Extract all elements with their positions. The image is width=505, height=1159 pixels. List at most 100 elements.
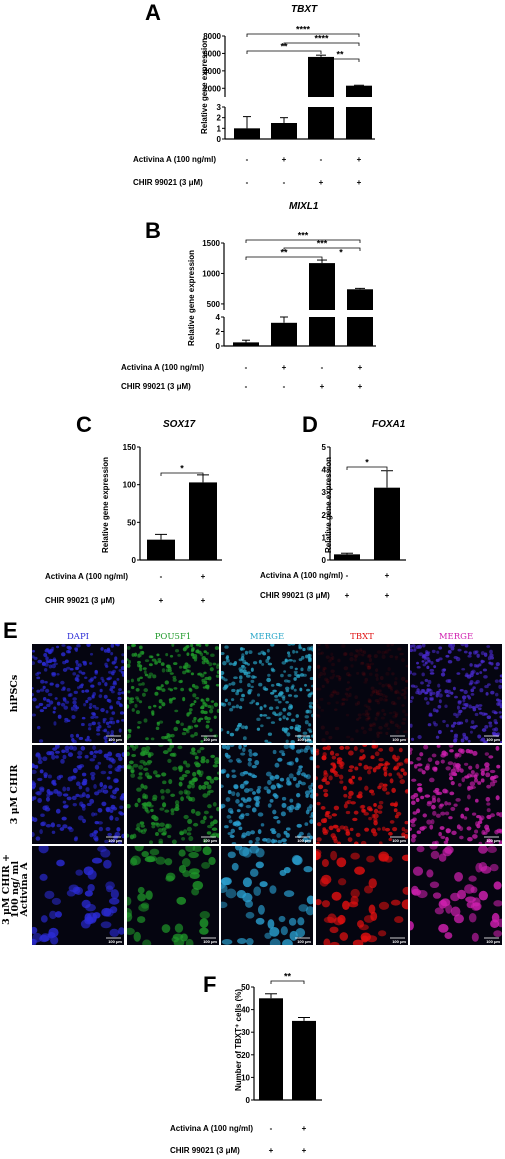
cell-nucleus	[196, 644, 200, 646]
cell-nucleus	[62, 824, 68, 829]
cell-nucleus	[278, 915, 286, 923]
cell-nucleus	[221, 670, 225, 676]
cell-nucleus	[438, 699, 442, 704]
cell-nucleus	[332, 764, 337, 770]
cell-nucleus	[118, 927, 124, 935]
cell-nucleus	[451, 830, 457, 836]
cell-nucleus	[227, 851, 236, 859]
cell-nucleus	[213, 715, 217, 719]
cell-nucleus	[207, 676, 212, 681]
cell-nucleus	[390, 720, 395, 725]
cell-nucleus	[295, 650, 299, 654]
cell-nucleus	[362, 809, 367, 813]
cell-nucleus	[67, 776, 74, 782]
cell-nucleus	[321, 684, 325, 688]
cell-nucleus	[127, 745, 130, 750]
treatment-sign: -	[160, 572, 163, 581]
cell-nucleus	[278, 750, 285, 754]
cell-nucleus	[104, 682, 108, 687]
cell-nucleus	[349, 657, 354, 662]
cell-nucleus	[270, 691, 275, 695]
significance-bracket	[246, 33, 360, 37]
scale-bar-label: 100 μm	[392, 737, 406, 742]
cell-nucleus	[342, 702, 346, 706]
cell-nucleus	[274, 698, 279, 702]
cell-nucleus	[477, 820, 483, 824]
cell-nucleus	[495, 662, 500, 667]
chart-f: Number of TBXT⁺ cells (%) 01020304050** …	[170, 972, 322, 1155]
cell-nucleus	[193, 732, 198, 737]
cell-nucleus	[391, 672, 395, 676]
cell-nucleus	[432, 721, 437, 725]
cell-nucleus	[495, 698, 500, 702]
cell-nucleus	[284, 727, 288, 731]
cell-nucleus	[38, 846, 49, 854]
cell-nucleus	[350, 737, 354, 742]
cell-nucleus	[242, 669, 247, 674]
cell-nucleus	[266, 655, 271, 660]
cell-nucleus	[280, 926, 288, 936]
cell-nucleus	[382, 697, 388, 702]
cell-nucleus	[474, 829, 479, 834]
cell-nucleus	[35, 672, 39, 677]
cell-nucleus	[38, 739, 44, 743]
cell-nucleus	[403, 690, 407, 695]
cell-nucleus	[161, 735, 166, 740]
cell-nucleus	[56, 775, 62, 781]
cell-nucleus	[285, 832, 290, 838]
cell-nucleus	[134, 846, 144, 852]
cell-nucleus	[410, 920, 414, 931]
cell-nucleus	[289, 804, 295, 810]
cell-nucleus	[263, 704, 267, 708]
cell-nucleus	[283, 745, 290, 750]
cell-nucleus	[468, 875, 477, 882]
cell-nucleus	[110, 794, 114, 798]
cell-nucleus	[169, 672, 174, 675]
cell-nucleus	[387, 666, 391, 672]
cell-nucleus	[206, 784, 212, 790]
cell-nucleus	[97, 681, 102, 686]
cell-nucleus	[330, 652, 334, 657]
cell-nucleus	[127, 704, 130, 709]
cell-nucleus	[321, 874, 332, 885]
cell-nucleus	[45, 660, 50, 664]
cell-nucleus	[148, 663, 153, 667]
cell-nucleus	[231, 705, 236, 709]
cell-nucleus	[308, 730, 313, 733]
cell-nucleus	[464, 702, 469, 706]
cell-nucleus	[302, 673, 307, 677]
cell-nucleus	[148, 752, 154, 757]
cell-nucleus	[75, 659, 79, 664]
cell-nucleus	[117, 696, 122, 701]
cell-nucleus	[474, 681, 478, 685]
bar	[292, 1020, 316, 1100]
cell-nucleus	[316, 801, 321, 806]
panel-title-sox17: SOX17	[163, 419, 196, 430]
cell-nucleus	[56, 701, 61, 706]
cell-nucleus	[195, 811, 201, 817]
cell-nucleus	[178, 665, 183, 669]
cell-nucleus	[134, 802, 139, 808]
cell-nucleus	[397, 691, 401, 695]
cell-nucleus	[208, 856, 216, 866]
cell-nucleus	[127, 912, 133, 922]
cell-nucleus	[209, 667, 214, 672]
y-tick-label: 2	[217, 114, 222, 123]
cell-nucleus	[35, 836, 41, 841]
cell-nucleus	[245, 830, 251, 837]
cell-nucleus	[421, 770, 426, 775]
cell-nucleus	[75, 869, 83, 876]
cell-nucleus	[278, 683, 283, 687]
micrograph-column-label: MERGE	[439, 632, 473, 642]
cell-nucleus	[288, 659, 293, 662]
cell-nucleus	[491, 710, 497, 714]
cell-nucleus	[173, 687, 178, 690]
cell-nucleus	[493, 930, 502, 937]
cell-nucleus	[255, 799, 260, 805]
cell-nucleus	[332, 673, 336, 678]
cell-nucleus	[298, 658, 303, 662]
cell-nucleus	[464, 807, 470, 812]
cell-nucleus	[283, 679, 289, 683]
cell-nucleus	[267, 919, 275, 929]
cell-nucleus	[200, 740, 204, 743]
